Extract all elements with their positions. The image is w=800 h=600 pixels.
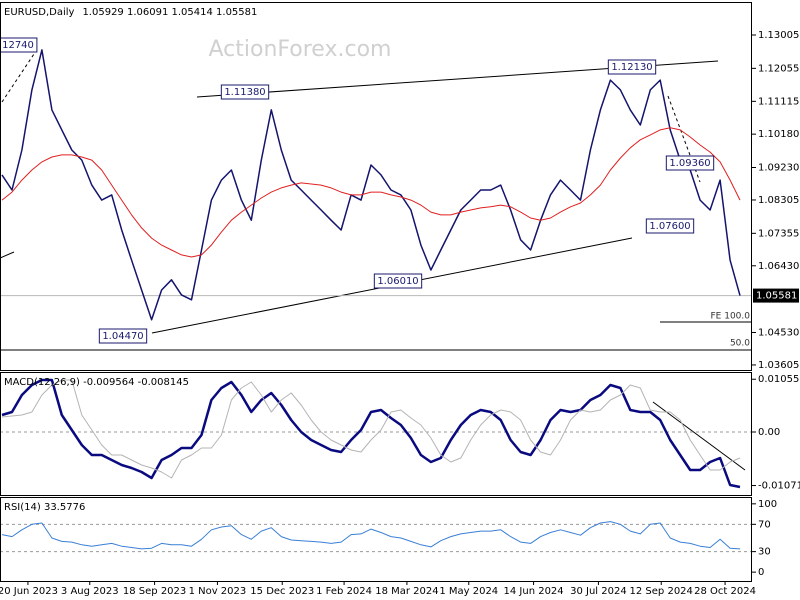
price-annotation: 1.04470 bbox=[102, 331, 143, 342]
panel-title: RSI(14) 33.5776 bbox=[4, 502, 85, 513]
price-annotation: 1.11380 bbox=[224, 87, 265, 98]
x-tick-label: 1 May 2024 bbox=[439, 586, 498, 597]
x-tick-label: 1 Feb 2024 bbox=[316, 586, 372, 597]
y-tick-label: 0.010551 bbox=[758, 374, 800, 385]
y-tick-label: 1.07355 bbox=[758, 228, 799, 239]
price-annotation-box bbox=[220, 84, 270, 100]
y-tick-label: 100 bbox=[758, 499, 777, 510]
price-annotation-box bbox=[373, 273, 423, 289]
y-tick-label: 0.00 bbox=[758, 427, 780, 438]
y-tick-label: 1.08305 bbox=[758, 195, 799, 206]
level-label: FE 100.0 bbox=[711, 312, 751, 322]
series-line bbox=[1, 49, 741, 321]
price-annotation-box bbox=[645, 218, 695, 234]
price-annotation: 12740 bbox=[2, 40, 34, 51]
x-tick-label: 18 Sep 2023 bbox=[123, 586, 186, 597]
x-tick-label: 12 Sep 2024 bbox=[630, 586, 693, 597]
price-label: 1.05581 bbox=[756, 291, 797, 302]
price-annotation: 1.07600 bbox=[649, 221, 690, 232]
x-tick-label: 28 Oct 2024 bbox=[694, 586, 756, 597]
y-tick-label: 0 bbox=[758, 567, 764, 578]
series-line bbox=[1, 127, 741, 258]
panel-title: EURUSD,Daily bbox=[4, 7, 75, 18]
panel-title: MACD(12,26,9) -0.009564 -0.008145 bbox=[4, 377, 189, 388]
price-annotation-box bbox=[665, 155, 715, 171]
series-line bbox=[1, 378, 741, 489]
y-tick-label: 30 bbox=[758, 547, 771, 558]
price-annotation-box bbox=[607, 59, 657, 75]
series-line bbox=[1, 521, 741, 550]
x-tick-label: 14 Jun 2024 bbox=[504, 586, 564, 597]
watermark: ActionForex.com bbox=[209, 37, 392, 62]
x-tick-label: 3 Aug 2023 bbox=[61, 586, 119, 597]
price-annotation-box bbox=[98, 328, 148, 344]
panel-frame bbox=[0, 2, 752, 371]
trend-line bbox=[0, 251, 15, 259]
x-tick-label: 15 Dec 2023 bbox=[250, 586, 314, 597]
y-tick-label: 1.04530 bbox=[758, 327, 799, 338]
price-annotation: 1.06010 bbox=[377, 276, 418, 287]
x-tick-label: 1 Nov 2023 bbox=[189, 586, 247, 597]
y-tick-label: 1.03605 bbox=[758, 360, 799, 371]
panel-frame bbox=[0, 372, 752, 496]
ohlc-values: 1.05929 1.06091 1.05414 1.05581 bbox=[82, 7, 257, 18]
panel-frame bbox=[0, 497, 752, 582]
y-tick-label: 1.10180 bbox=[758, 129, 799, 140]
price-label-box bbox=[753, 288, 799, 303]
price-annotation: 1.09360 bbox=[669, 158, 710, 169]
y-tick-label: 1.06430 bbox=[758, 261, 799, 272]
trend-line bbox=[652, 401, 746, 471]
y-tick-label: 1.11115 bbox=[758, 96, 799, 107]
y-tick-label: 1.09230 bbox=[758, 163, 799, 174]
y-tick-label: 70 bbox=[758, 519, 771, 530]
x-tick-label: 18 Mar 2024 bbox=[375, 586, 438, 597]
x-tick-label: 30 Jul 2024 bbox=[570, 586, 627, 597]
trend-line bbox=[1, 47, 39, 103]
level-label: 50.0 bbox=[730, 339, 750, 349]
y-tick-label: 1.12055 bbox=[758, 63, 799, 74]
price-annotation-box bbox=[0, 37, 38, 53]
x-tick-label: 20 Jun 2023 bbox=[0, 586, 58, 597]
y-tick-label: -0.01071 bbox=[758, 481, 800, 492]
series-line bbox=[1, 379, 741, 479]
y-tick-label: 1.13005 bbox=[758, 30, 799, 41]
price-annotation: 1.12130 bbox=[611, 62, 652, 73]
